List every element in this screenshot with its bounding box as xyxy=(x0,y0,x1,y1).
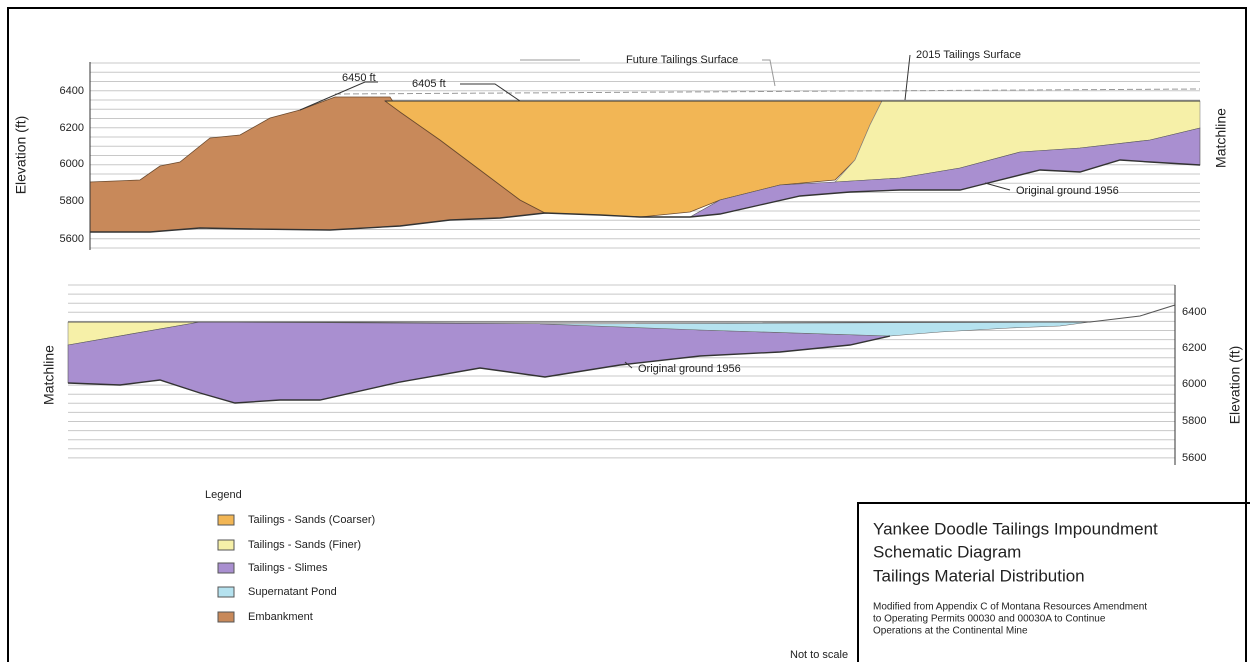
annotation: Original ground 1956 xyxy=(1016,185,1119,197)
leader xyxy=(624,361,633,369)
y-tick-label: 5600 xyxy=(1182,452,1206,464)
y-tick-label: 6400 xyxy=(60,85,84,97)
y-tick-label: 5800 xyxy=(1182,415,1206,427)
title-line: Schematic Diagram xyxy=(873,542,1021,561)
y-tick-label: 5600 xyxy=(60,233,84,245)
y-tick-label: 6200 xyxy=(60,122,84,134)
legend-label: Tailings - Sands (Coarser) xyxy=(248,514,375,526)
legend-label: Embankment xyxy=(248,611,313,623)
matchline-label: Matchline xyxy=(41,345,57,405)
pond xyxy=(539,321,1091,337)
title-line: Yankee Doodle Tailings Impoundment xyxy=(873,519,1158,538)
y-tick-label: 6200 xyxy=(1182,342,1206,354)
leader xyxy=(299,81,378,111)
legend-label: Tailings - Slimes xyxy=(248,562,328,574)
legend-swatch xyxy=(217,539,235,551)
y-axis-label: Elevation (ft) xyxy=(13,116,29,195)
leader xyxy=(460,83,521,102)
legend-swatch xyxy=(217,586,235,598)
annotation: Future Tailings Surface xyxy=(626,54,738,66)
legend-swatch xyxy=(217,562,235,574)
annotation: 2015 Tailings Surface xyxy=(916,49,1021,61)
y-axis-label: Elevation (ft) xyxy=(1227,346,1243,425)
annotation: Original ground 1956 xyxy=(638,363,741,375)
y-tick-label: 6000 xyxy=(1182,378,1206,390)
legend-swatch xyxy=(217,611,235,623)
title-line: Tailings Material Distribution xyxy=(873,566,1085,585)
surface xyxy=(68,304,1176,323)
y-tick-label: 6000 xyxy=(60,158,84,170)
matchline-label: Matchline xyxy=(1213,108,1229,168)
original-ground xyxy=(90,159,1201,233)
annotation: 6405 ft xyxy=(412,78,446,90)
leader xyxy=(904,54,911,101)
original-ground xyxy=(67,335,891,404)
legend-swatch xyxy=(217,514,235,526)
legend-label: Tailings - Sands (Finer) xyxy=(248,539,361,551)
leader xyxy=(984,182,1011,191)
title-block xyxy=(857,502,1250,662)
future-surface xyxy=(334,88,1201,95)
note-line: Modified from Appendix C of Montana Reso… xyxy=(873,602,1147,613)
legend-title: Legend xyxy=(205,489,242,501)
frame xyxy=(7,7,1247,662)
legend-label: Supernatant Pond xyxy=(248,586,337,598)
footer: Not to scale xyxy=(790,649,848,661)
y-tick-label: 5800 xyxy=(60,195,84,207)
note-line: Operations at the Continental Mine xyxy=(873,626,1028,637)
leader xyxy=(762,59,776,87)
y-tick-label: 6400 xyxy=(1182,306,1206,318)
annotation: 6450 ft xyxy=(342,72,376,84)
note-line: to Operating Permits 00030 and 00030A to… xyxy=(873,614,1106,625)
